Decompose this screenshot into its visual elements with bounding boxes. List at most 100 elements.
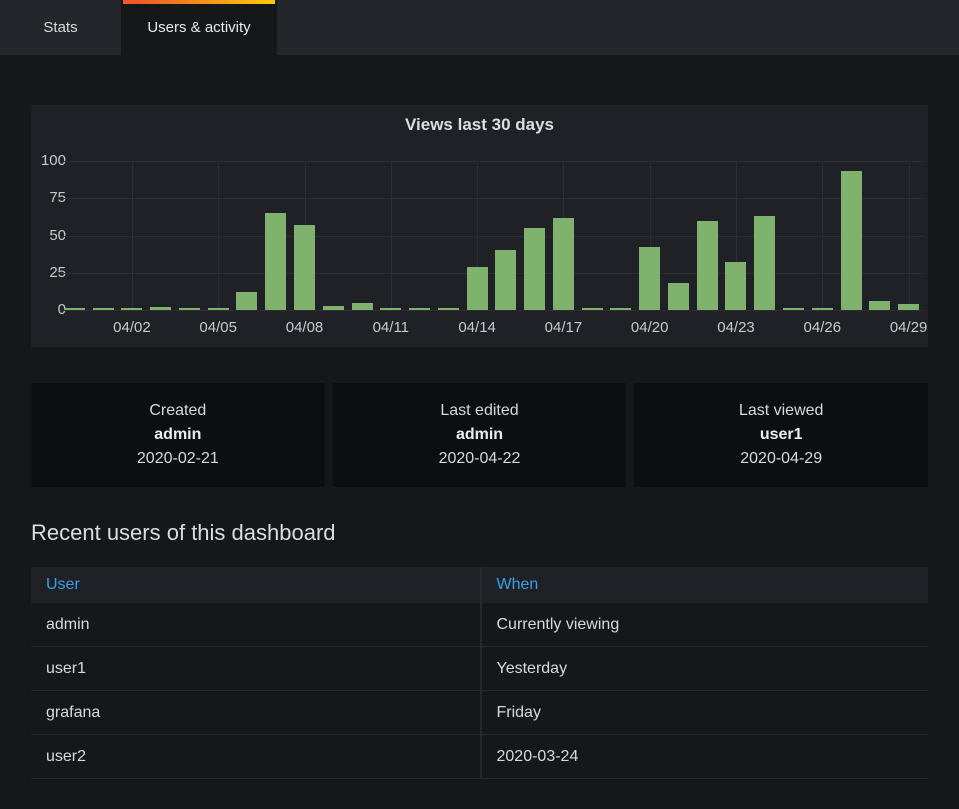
chart-bar <box>840 171 862 310</box>
chart-bar <box>294 225 315 310</box>
chart-bar <box>92 308 114 310</box>
bar-slot <box>89 161 118 310</box>
bar-slot <box>578 161 607 310</box>
stat-title: Last viewed <box>738 402 824 419</box>
stat-user: admin <box>154 426 202 443</box>
x-axis-tick-label: 04/17 <box>544 319 583 336</box>
table-row: grafana Friday <box>31 691 928 735</box>
tab-stats-label: Stats <box>43 19 78 36</box>
gridline-horizontal <box>60 272 923 274</box>
bar-slot <box>837 161 866 310</box>
y-axis-tick-label: 0 <box>31 302 66 318</box>
chart-bar <box>380 308 402 310</box>
stat-title: Last edited <box>440 402 519 419</box>
tab-users-activity[interactable]: Users & activity <box>121 0 277 55</box>
x-axis-tick-label: 04/26 <box>803 319 842 336</box>
chart-bar <box>754 216 776 310</box>
y-axis-tick-label: 25 <box>49 263 66 281</box>
stat-card-created: Created admin 2020-02-21 <box>31 383 325 487</box>
chart-bar <box>178 308 200 310</box>
when-cell: 2020-03-24 <box>479 735 929 778</box>
stat-title: Created <box>149 402 207 419</box>
chart-bar <box>639 247 661 310</box>
bar-slot <box>808 161 837 310</box>
user-cell: user1 <box>46 659 87 677</box>
bar-slot <box>463 161 492 310</box>
chart-bar <box>811 308 833 310</box>
table-row: user2 2020-03-24 <box>31 735 928 779</box>
chart-bars <box>60 161 923 310</box>
bar-slot <box>664 161 693 310</box>
bar-slot <box>319 161 348 310</box>
bar-slot <box>779 161 808 310</box>
when-cell: Yesterday <box>479 647 929 690</box>
stat-user: user1 <box>759 426 803 443</box>
bar-slot <box>233 161 262 310</box>
chart-bar <box>898 304 920 310</box>
y-axis-tick-label: 75 <box>49 189 66 207</box>
stats-row: Created admin 2020-02-21 Last edited adm… <box>31 383 929 487</box>
chart-bar <box>63 308 85 310</box>
bar-slot <box>434 161 463 310</box>
user-cell: user2 <box>46 747 87 765</box>
y-axis-tick-label: 100 <box>40 152 66 169</box>
x-axis-tick-label: 04/29 <box>889 319 928 336</box>
bar-slot <box>520 161 549 310</box>
x-axis-tick-label: 04/20 <box>630 319 669 336</box>
stat-date: 2020-04-22 <box>438 450 521 467</box>
chart-bar <box>351 302 373 310</box>
column-header-when[interactable]: When <box>479 567 929 603</box>
x-axis-tick-label: 04/14 <box>458 319 496 336</box>
bar-slot <box>146 161 175 310</box>
chart-bar <box>610 308 632 310</box>
chart-bar <box>495 250 517 310</box>
when-cell: Friday <box>479 691 929 734</box>
stat-card-last-viewed: Last viewed user1 2020-04-29 <box>634 383 929 487</box>
x-axis-tick-label: 04/02 <box>113 319 151 336</box>
dashboard-insights-page: Stats Users & activity Views last 30 day… <box>0 0 959 779</box>
chart-y-axis-labels: 0 25 50 75 100 <box>31 153 66 318</box>
table-row: user1 Yesterday <box>31 647 928 691</box>
gridline-vertical <box>649 161 651 310</box>
gridline-vertical <box>477 161 479 310</box>
bar-slot <box>175 161 204 310</box>
recent-users-table: User When admin Currently viewing user1 … <box>31 567 928 779</box>
tab-bar: Stats Users & activity <box>0 0 959 55</box>
chart-bar <box>524 228 546 310</box>
x-axis-tick-label: 04/23 <box>717 319 755 336</box>
x-axis-tick-label: 04/05 <box>199 319 237 336</box>
chart-bar <box>437 308 459 310</box>
bar-slot <box>376 161 405 310</box>
bar-slot <box>635 161 664 310</box>
chart-bar <box>207 308 229 310</box>
bar-slot <box>261 161 290 310</box>
bar-slot <box>549 161 578 310</box>
gridline-vertical <box>390 161 392 310</box>
bar-slot <box>348 161 377 310</box>
table-row: admin Currently viewing <box>31 603 928 647</box>
gridline-vertical <box>908 161 910 310</box>
chart-bar <box>725 262 747 310</box>
table-header-row: User When <box>31 567 928 603</box>
stat-user: admin <box>455 426 504 443</box>
chart-bar <box>121 308 143 310</box>
chart-bar <box>409 308 431 310</box>
chart-bar <box>667 283 689 310</box>
when-cell: Currently viewing <box>479 603 929 646</box>
bar-slot <box>722 161 751 310</box>
user-cell: admin <box>46 615 90 633</box>
column-header-user[interactable]: User <box>46 576 80 593</box>
gridline-vertical <box>218 161 220 310</box>
bar-slot <box>693 161 722 310</box>
chart-bar <box>869 301 891 310</box>
tab-stats[interactable]: Stats <box>0 0 121 55</box>
bar-slot <box>607 161 636 310</box>
stat-card-last-edited: Last edited admin 2020-04-22 <box>332 383 627 487</box>
gridline-vertical <box>822 161 824 310</box>
gridline-horizontal <box>60 310 923 311</box>
y-axis-tick-label: 50 <box>49 226 66 244</box>
tab-users-activity-label: Users & activity <box>147 19 251 36</box>
stat-date: 2020-04-29 <box>740 450 823 467</box>
chart-bar <box>265 213 287 310</box>
user-cell: grafana <box>46 703 101 721</box>
